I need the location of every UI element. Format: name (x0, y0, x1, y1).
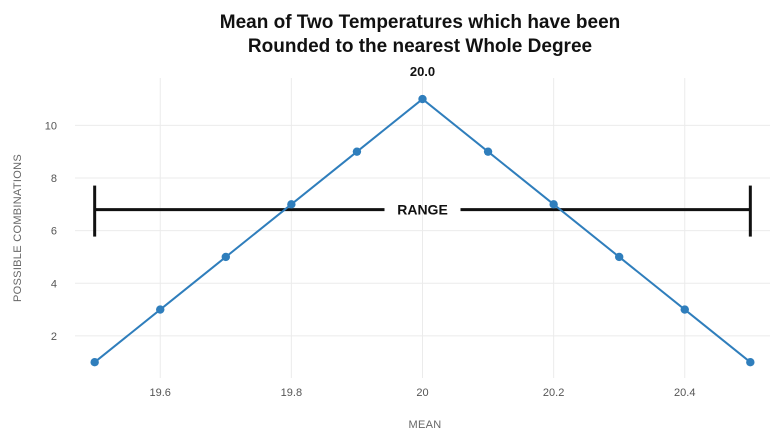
data-point-4 (352, 147, 362, 156)
data-point-7 (549, 200, 558, 209)
y-tick-label-4: 10 (45, 120, 57, 132)
data-point-1 (156, 305, 165, 314)
range-annotation: RANGE (93, 185, 752, 237)
chart-title-line1: Mean of Two Temperatures which have been (220, 12, 621, 33)
data-point-8 (614, 252, 624, 262)
data-point-2 (221, 252, 231, 262)
data-point-6 (483, 147, 493, 156)
chart-title-line2: Rounded to the nearest Whole Degree (248, 36, 592, 57)
x-axis-label: MEAN (409, 419, 442, 431)
x-tick-label-1: 19.8 (281, 387, 302, 399)
y-axis-ticks: 2 4 6 8 10 (45, 120, 57, 343)
data-point-5 (418, 94, 427, 104)
data-point-10 (746, 358, 755, 367)
x-tick-label-0: 19.6 (150, 387, 171, 399)
series-0 (90, 94, 755, 367)
x-tick-label-4: 20.4 (674, 387, 695, 399)
x-tick-label-3: 20.2 (543, 387, 564, 399)
data-point-9 (680, 305, 689, 314)
y-tick-label-0: 2 (51, 331, 57, 343)
data-point-3 (287, 200, 296, 209)
x-axis-ticks: 19.6 19.8 20 20.2 20.4 (150, 387, 696, 399)
x-tick-label-2: 20 (416, 387, 428, 399)
y-axis-label: POSSIBLE COMBINATIONS (12, 154, 24, 302)
peak-annotation: 20.0 (410, 64, 435, 79)
grid (75, 78, 770, 378)
data-point-0 (90, 358, 99, 367)
y-tick-label-2: 6 (51, 226, 57, 238)
range-label: RANGE (397, 202, 448, 218)
y-tick-label-1: 4 (51, 278, 57, 290)
y-tick-label-3: 8 (51, 173, 57, 185)
